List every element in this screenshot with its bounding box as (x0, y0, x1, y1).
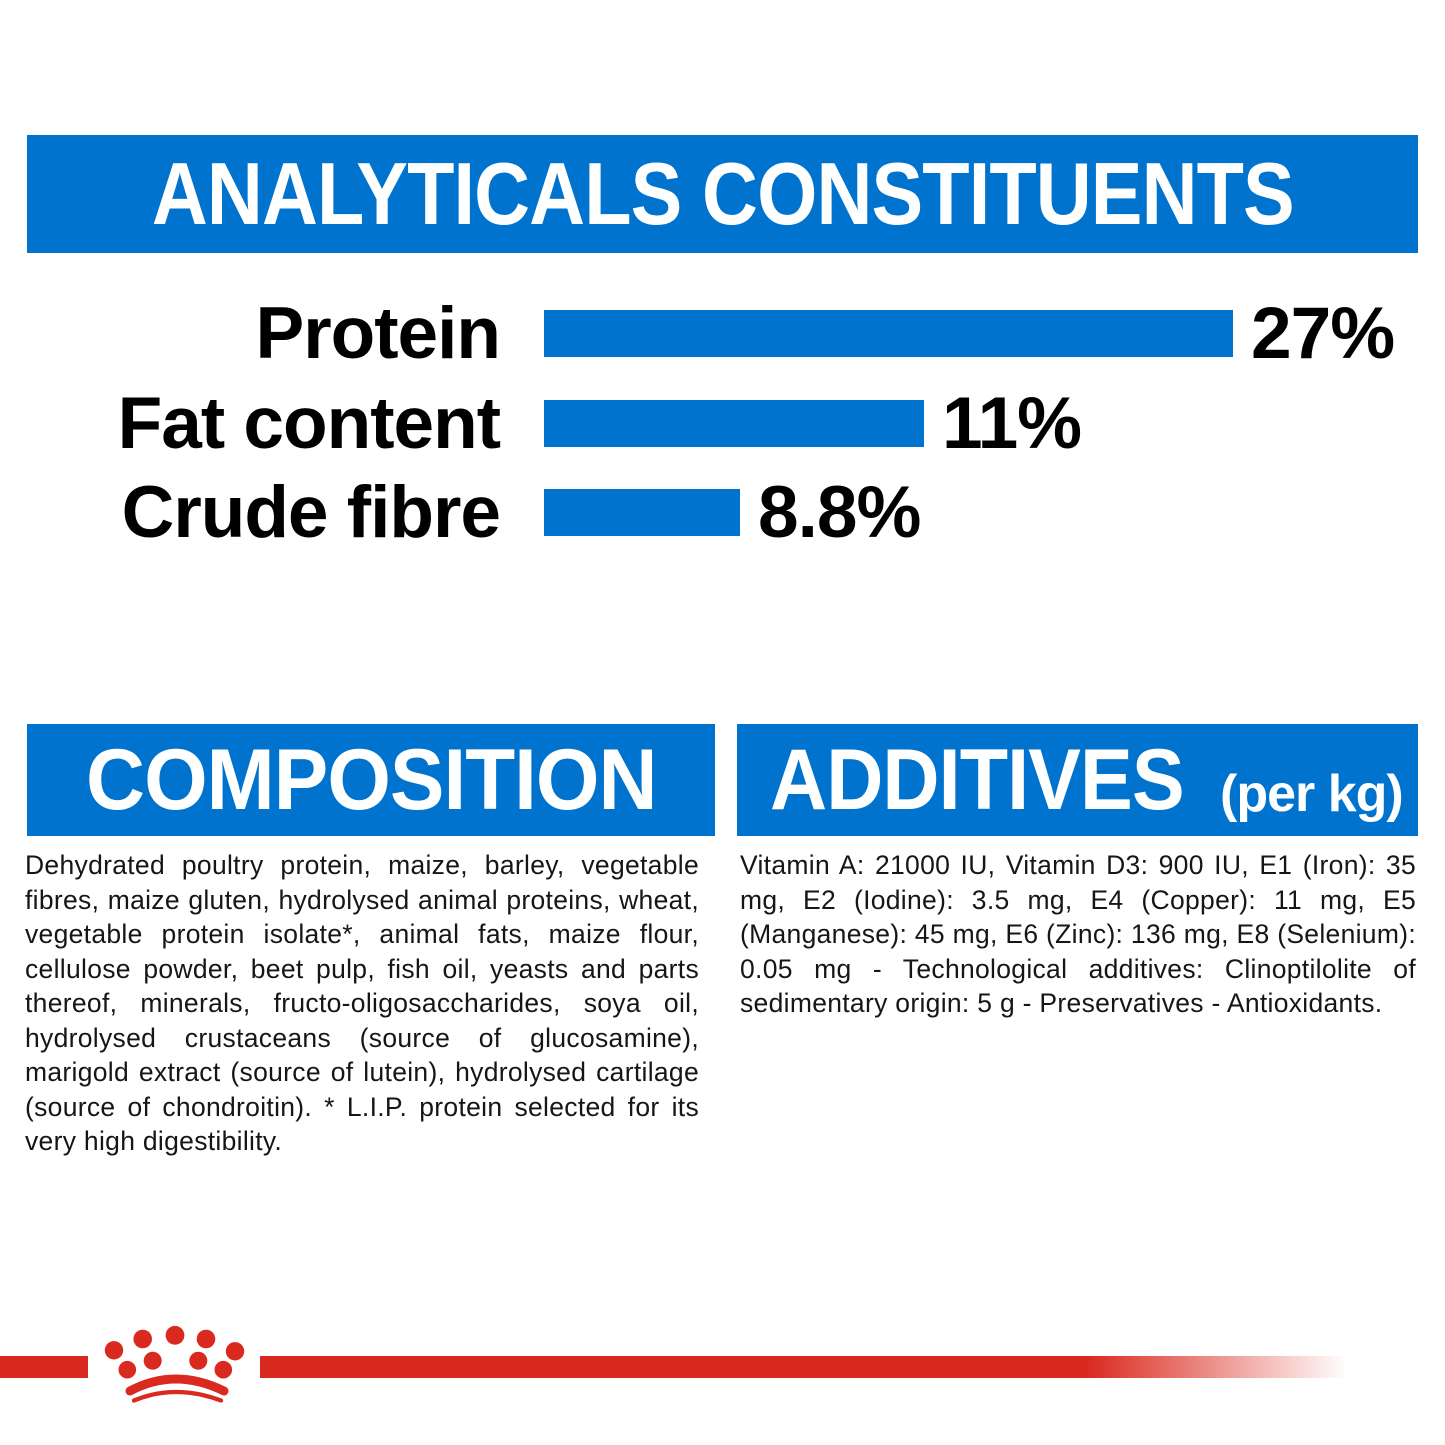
additives-text: Vitamin A: 21000 IU, Vitamin D3: 900 IU,… (740, 850, 1416, 1018)
crude-fibre-bar (544, 489, 740, 536)
footer-red-band-right (260, 1356, 1347, 1378)
footer-red-band-left (0, 1356, 88, 1378)
protein-label: Protein (255, 293, 501, 374)
protein-bar (544, 310, 1233, 357)
additives-banner: ADDITIVES (per kg) (737, 724, 1418, 836)
chart-row-crude-fibre: Crude fibre 8.8% (0, 476, 1445, 549)
crude-fibre-label: Crude fibre (121, 472, 501, 553)
fat-content-label: Fat content (117, 383, 501, 464)
analyticals-title: ANALYTICALS CONSTITUENTS (151, 144, 1295, 243)
fat-content-bar (544, 400, 924, 447)
additives-title-suffix: (per kg) (1220, 765, 1404, 823)
protein-value: 27% (1251, 293, 1395, 374)
chart-row-protein: Protein 27% (0, 297, 1445, 370)
composition-banner: COMPOSITION (27, 724, 715, 836)
chart-row-fat-content: Fat content 11% (0, 387, 1445, 460)
fat-content-value: 11% (942, 383, 1082, 464)
analyticals-banner: ANALYTICALS CONSTITUENTS (27, 135, 1418, 253)
crude-fibre-value: 8.8% (758, 472, 921, 553)
composition-title: COMPOSITION (85, 732, 657, 828)
composition-text: Dehydrated poultry protein, maize, barle… (25, 850, 699, 1156)
additives-title: ADDITIVES (770, 732, 1185, 828)
royal-canin-crown-icon (104, 1325, 245, 1403)
